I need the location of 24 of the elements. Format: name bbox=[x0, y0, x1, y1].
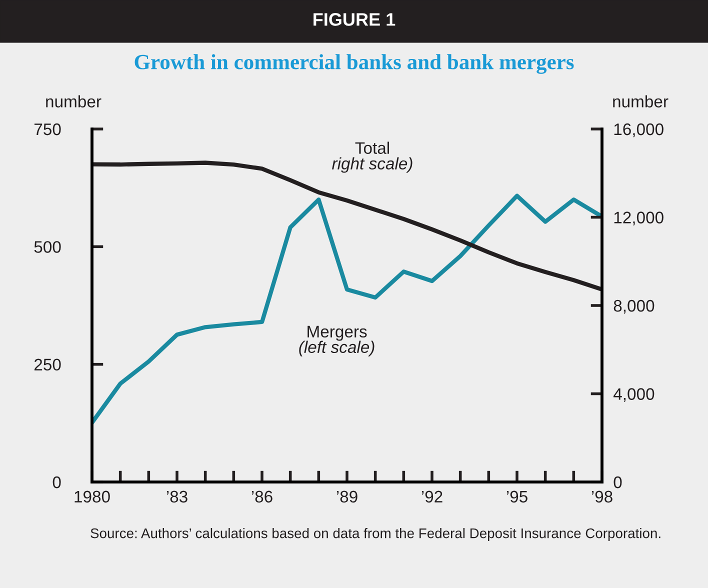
y-tick-label: 250 bbox=[34, 358, 61, 371]
x-tick-label: ’95 bbox=[506, 490, 528, 503]
y2-tick-label: 4,000 bbox=[613, 388, 654, 402]
y2-axis-title: number bbox=[613, 95, 668, 108]
x-tick-label: ’86 bbox=[252, 490, 272, 503]
y-tick-label: 500 bbox=[34, 241, 61, 253]
series-label: Total right scale) bbox=[332, 142, 412, 173]
x-tick-label: ’83 bbox=[166, 490, 188, 503]
x-tick-label: ’92 bbox=[422, 490, 442, 503]
y-tick-label: 750 bbox=[34, 123, 61, 136]
y-tick-label: 0 bbox=[52, 476, 61, 488]
chart-subtitle: Growth in commercial banks and bank mergers bbox=[134, 54, 574, 74]
y2-tick-label: 8,000 bbox=[614, 300, 654, 314]
x-tick-label: 1980 bbox=[74, 490, 110, 503]
y-axis-title: number bbox=[46, 95, 102, 108]
chart-title: FIGURE 1 bbox=[314, 13, 396, 26]
series-label: Mergers (left scale) bbox=[299, 326, 374, 356]
line-series bbox=[92, 194, 602, 425]
source-note: Source: Authors’ calculations based on data from the Federal Deposit Insurance Corporation. bbox=[90, 528, 660, 541]
y2-tick-label: 12,000 bbox=[614, 212, 664, 226]
x-tick-label: ’98 bbox=[592, 490, 612, 503]
y2-tick-label: 16,000 bbox=[614, 123, 664, 138]
x-tick-label: ’89 bbox=[336, 490, 358, 503]
y2-tick-label: 0 bbox=[614, 476, 622, 488]
